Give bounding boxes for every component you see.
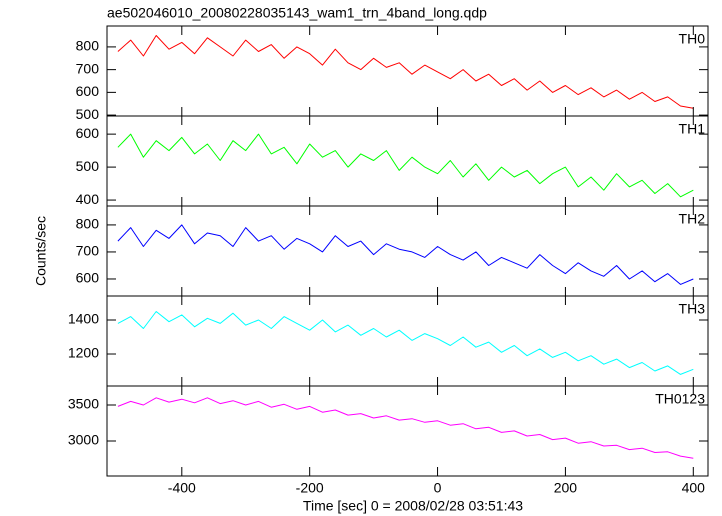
y-tick-label: 1400	[68, 311, 99, 327]
y-tick-label: 600	[76, 83, 100, 99]
panel-label: TH2	[679, 211, 706, 227]
panel-label: TH0123	[655, 391, 705, 407]
x-tick-label: 0	[434, 480, 442, 496]
y-tick-label: 500	[76, 106, 100, 122]
y-tick-label: 800	[76, 38, 100, 54]
y-axis-label: Counts/sec	[33, 216, 49, 286]
x-axis-label: Time [sec] 0 = 2008/02/28 03:51:43	[303, 498, 523, 514]
data-line	[117, 311, 694, 375]
x-tick-label: 400	[682, 480, 706, 496]
y-tick-label: 700	[76, 60, 100, 76]
y-tick-label: 3500	[68, 396, 99, 412]
panel-frame	[106, 385, 709, 477]
x-tick-label: 200	[554, 480, 578, 496]
chart-title: ae502046010_20080228035143_wam1_trn_4ban…	[107, 5, 487, 21]
x-tick-label: -400	[168, 480, 196, 496]
y-tick-label: 400	[76, 191, 100, 207]
panel-label: TH3	[679, 301, 706, 317]
y-tick-label: 800	[76, 216, 100, 232]
y-tick-label: 500	[76, 158, 100, 174]
panel-label: TH1	[679, 121, 706, 137]
y-tick-label: 700	[76, 243, 100, 259]
data-line	[117, 224, 694, 285]
panel-frame	[106, 115, 709, 207]
data-line	[117, 35, 694, 109]
y-tick-label: 600	[76, 125, 100, 141]
panel-label: TH0	[679, 31, 706, 47]
y-tick-label: 600	[76, 270, 100, 286]
data-line	[117, 133, 694, 198]
x-tick-label: -200	[296, 480, 324, 496]
y-tick-label: 3000	[68, 432, 99, 448]
y-tick-label: 1200	[68, 345, 99, 361]
panel-frame	[106, 295, 709, 387]
panel-frame	[106, 25, 709, 117]
data-line	[117, 397, 694, 459]
